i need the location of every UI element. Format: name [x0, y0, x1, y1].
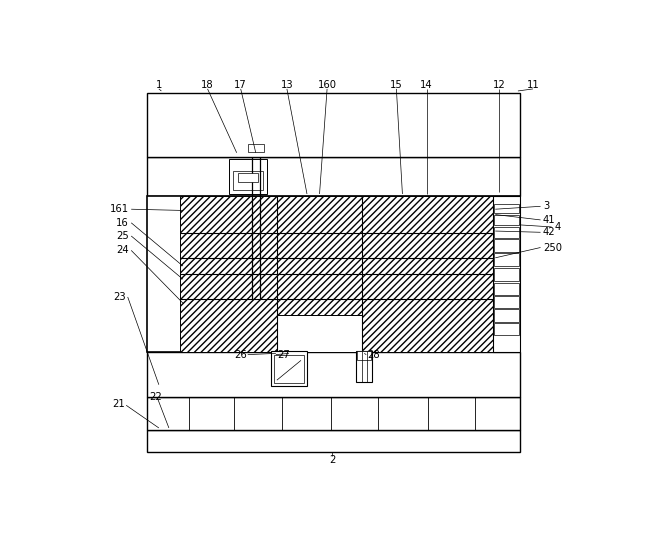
Bar [274, 355, 304, 383]
Text: 2: 2 [329, 455, 335, 465]
Text: 26: 26 [234, 350, 247, 361]
Bar [494, 282, 520, 295]
Text: 15: 15 [390, 80, 403, 90]
Text: 14: 14 [420, 80, 433, 90]
Bar [147, 351, 520, 397]
Text: 23: 23 [113, 292, 126, 302]
Text: 1: 1 [156, 80, 162, 90]
Bar [356, 351, 373, 382]
Text: 18: 18 [202, 80, 214, 90]
Bar [494, 215, 520, 225]
Text: 22: 22 [149, 392, 162, 402]
Bar [147, 93, 520, 157]
Bar [494, 227, 520, 238]
Text: 250: 250 [543, 242, 562, 253]
Text: 28: 28 [367, 350, 380, 361]
Bar [277, 316, 362, 351]
Text: 161: 161 [110, 204, 129, 214]
Bar [494, 239, 520, 251]
Text: 4: 4 [554, 222, 561, 232]
Bar [277, 196, 362, 316]
Bar [494, 309, 520, 322]
Bar [147, 196, 520, 351]
Text: 21: 21 [113, 399, 125, 409]
Bar [147, 157, 520, 196]
Text: 16: 16 [116, 218, 129, 228]
Bar [147, 430, 520, 452]
Bar [494, 204, 520, 212]
Bar [147, 397, 520, 430]
Bar [180, 196, 277, 351]
Text: 17: 17 [235, 80, 247, 90]
Bar [271, 351, 307, 386]
Bar [233, 171, 263, 190]
Bar [238, 173, 258, 181]
Bar [248, 144, 264, 152]
Text: 41: 41 [543, 215, 555, 225]
Bar [494, 296, 520, 308]
Text: 12: 12 [492, 80, 505, 90]
Text: 13: 13 [281, 80, 293, 90]
Bar [492, 196, 520, 351]
Bar [362, 196, 492, 351]
Text: 27: 27 [277, 350, 290, 361]
Bar [229, 159, 267, 194]
Text: 25: 25 [116, 231, 129, 241]
Bar [357, 351, 371, 361]
Text: 3: 3 [543, 201, 550, 211]
Bar [494, 268, 520, 281]
Bar [494, 323, 520, 335]
Text: 160: 160 [318, 80, 336, 90]
Text: 42: 42 [543, 227, 555, 238]
Text: 24: 24 [116, 246, 129, 255]
Bar [494, 253, 520, 266]
Text: 11: 11 [527, 80, 539, 90]
